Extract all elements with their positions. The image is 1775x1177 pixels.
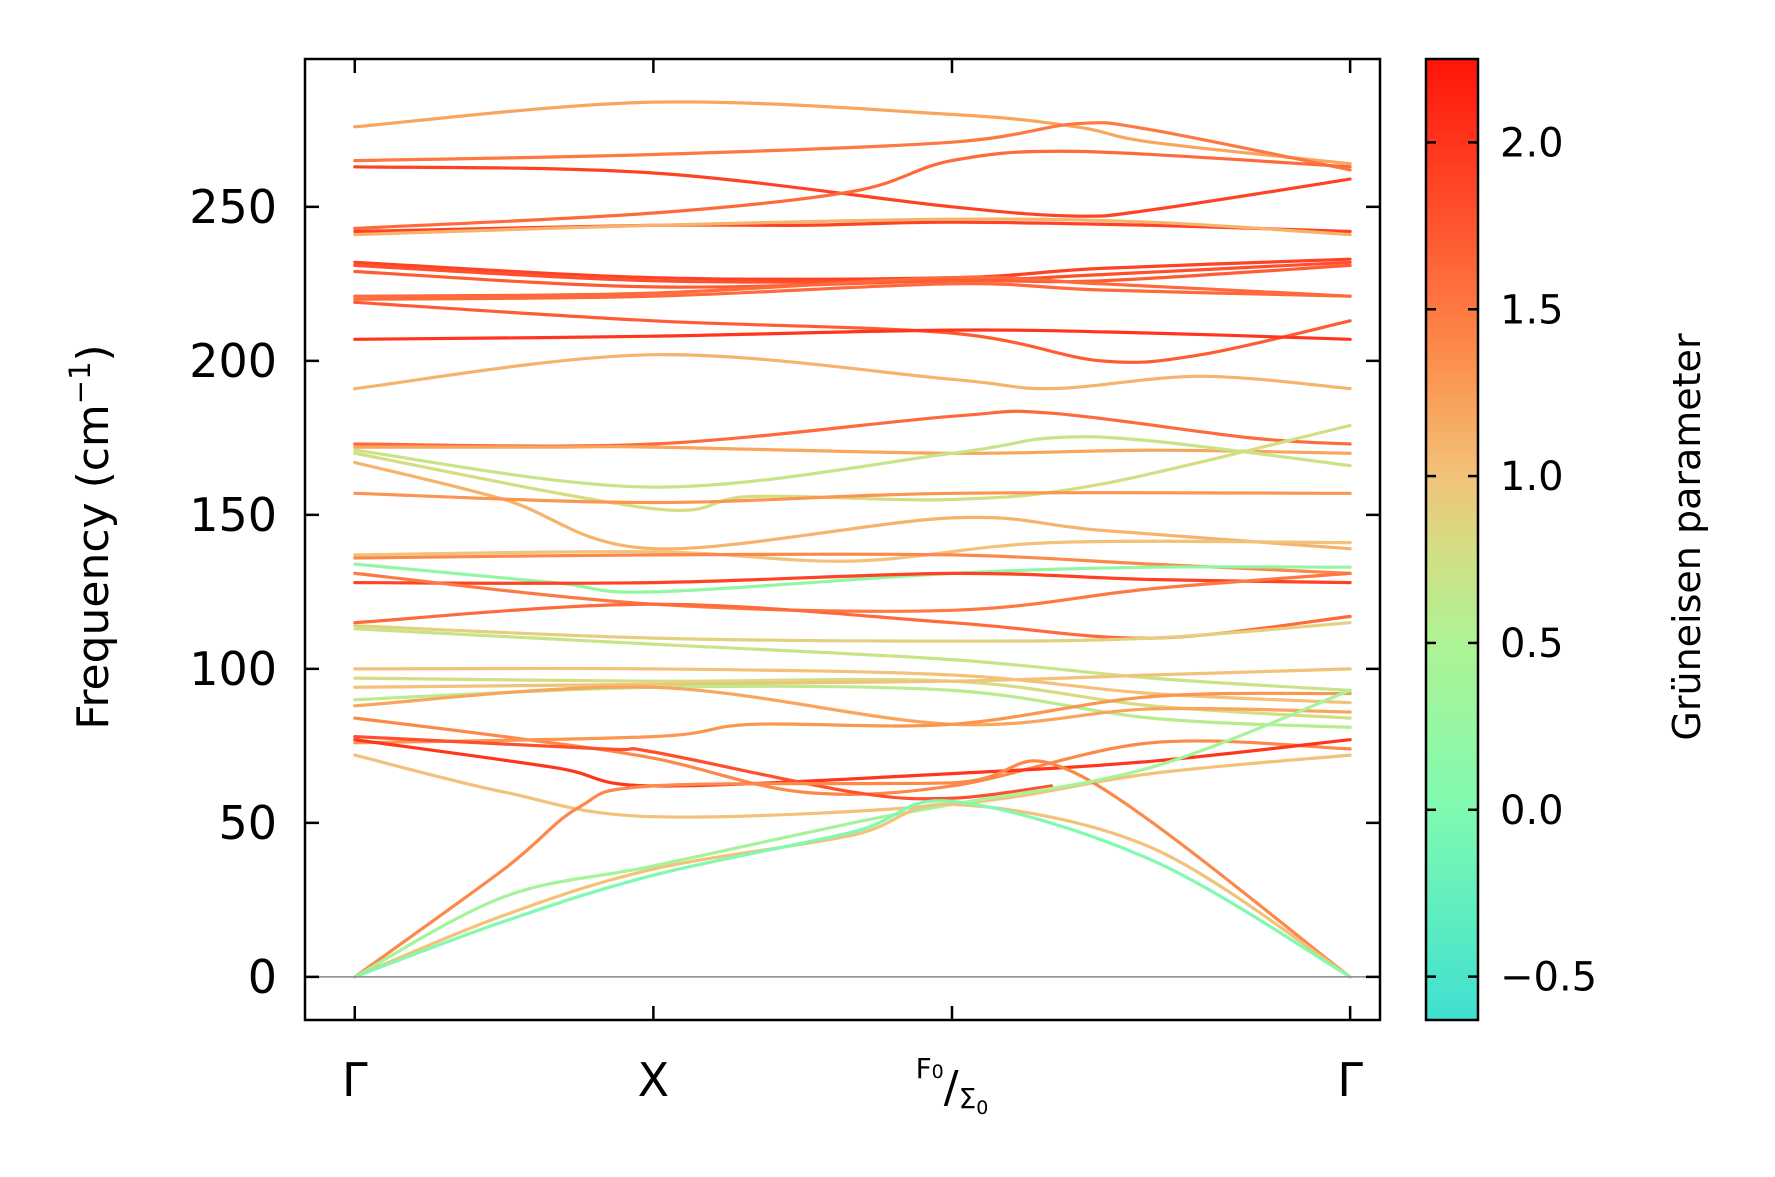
band-line-32 [353,685,1352,727]
band-line-34 [353,691,1352,745]
band-line-22 [353,562,1352,594]
band-line-19 [353,491,1352,505]
band-line-9 [353,275,1352,298]
x-axis: Γ X F0/Σ0 Γ [342,59,1363,1119]
y-axis: 0 50 100 150 200 250 [189,180,1380,1004]
band-line-33 [353,716,1352,796]
band-line-15 [353,445,1352,455]
band-line-12 [353,328,1352,341]
band-line-38 [353,759,1352,979]
colorbar-axis: −0.5 0.0 0.5 1.0 1.5 2.0 [1426,120,1597,1001]
colorbar-title: Grüneisen parameter [1665,333,1709,741]
band-line-39 [353,688,1352,979]
y-tick-label: 0 [248,950,277,1004]
band-line-37 [353,753,1352,819]
colorbar-tick-label: 2.0 [1500,120,1564,166]
band-line-8 [353,263,1352,289]
band-line-10 [353,282,1352,301]
y-axis-title-close: ) [68,344,119,361]
colorbar-tick-label: 1.5 [1500,287,1564,333]
plot-frame [303,57,1382,1022]
band-line-5 [353,217,1352,237]
x-tick-label: X [638,1053,670,1107]
band-line-13 [353,353,1352,391]
band-line-30 [353,667,1352,689]
band-line-23 [353,571,1352,585]
x-tick-label: Γ [1337,1053,1363,1107]
band-line-11 [353,300,1352,364]
band-line-3 [353,149,1352,230]
band-line-28 [353,666,1352,705]
band-line-26 [353,621,1352,643]
y-tick-label: 150 [189,488,277,542]
band-line-40 [353,802,1352,979]
band-line-35 [353,738,1352,788]
band-line-16 [353,435,1352,489]
band-line-2 [353,165,1352,218]
colorbar [1424,57,1480,1022]
colorbar-tick-label: 0.5 [1500,621,1564,667]
x-tick-label: Γ [342,1053,368,1107]
y-axis-title: Frequency (cm−1) [63,344,119,729]
band-line-24 [353,571,1352,613]
band-line-41 [353,799,1352,979]
x-tick-label: F0/Σ0 [916,1052,989,1119]
band-line-0 [353,100,1352,166]
colorbar-tick-label: −0.5 [1500,955,1597,1001]
colorbar-tick-label: 0.0 [1500,788,1564,834]
band-line-36 [353,735,1054,801]
y-tick-label: 200 [189,334,277,388]
band-line-1 [353,121,1352,172]
colorbar-tick-label: 1.0 [1500,454,1564,500]
band-line-14 [353,409,1352,448]
band-line-21 [353,552,1352,575]
band-line-18 [353,460,1352,551]
y-tick-label: 50 [218,796,277,850]
band-line-27 [353,627,1352,692]
y-tick-label: 250 [189,180,277,234]
y-axis-title-main: Frequency (cm [68,404,119,730]
y-tick-label: 100 [189,642,277,696]
y-axis-title-unit-exponent: −1 [63,361,97,404]
band-lines [353,100,1352,979]
band-line-20 [353,539,1352,563]
